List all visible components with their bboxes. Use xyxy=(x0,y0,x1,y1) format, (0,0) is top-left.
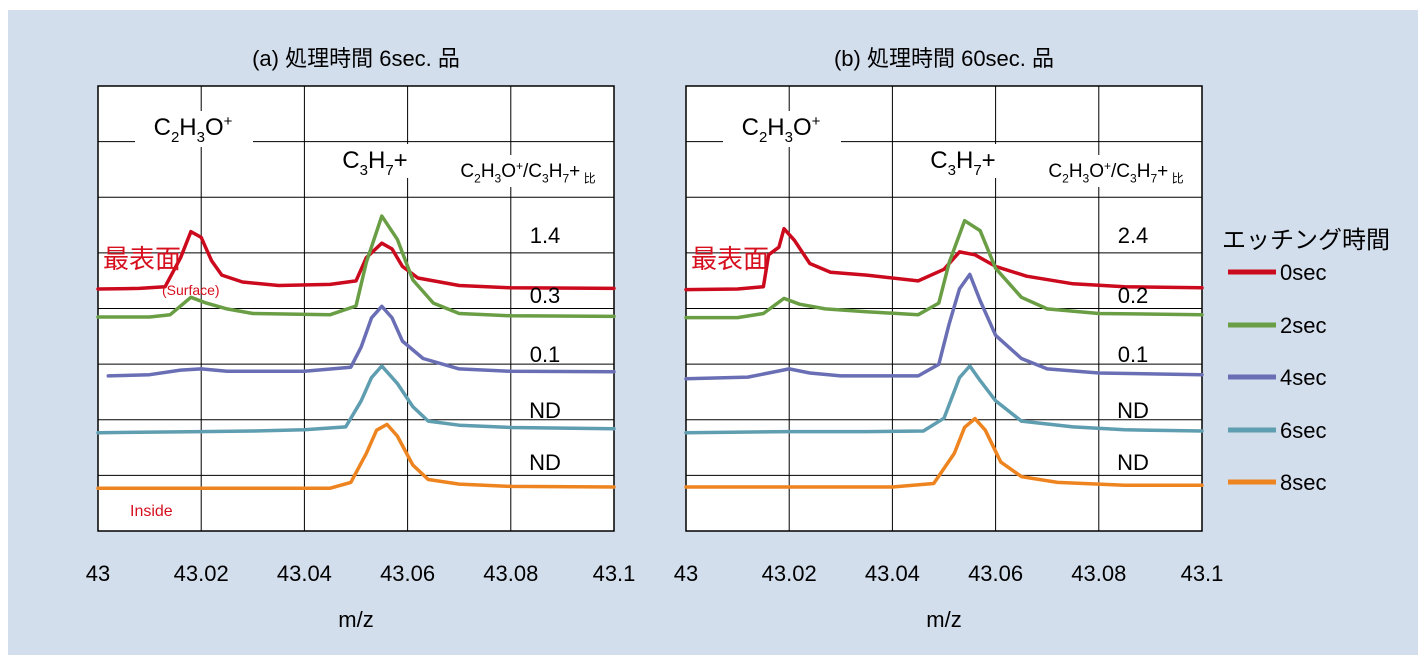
legend-label: 0sec xyxy=(1280,260,1326,285)
series-line-8sec xyxy=(684,416,1204,489)
ratio-value: 2.4 xyxy=(1118,223,1149,248)
annotation-surface: 最表面 xyxy=(103,244,181,274)
ratio-header: C2H3O+/C3H7+ 比 xyxy=(460,159,595,186)
series-line-8sec xyxy=(96,422,616,490)
legend xyxy=(1228,269,1276,485)
series-line-0sec xyxy=(684,226,1204,292)
label-backdrop xyxy=(921,144,1005,178)
x-tick-label: 43.04 xyxy=(865,561,920,586)
ratio-value: 0.1 xyxy=(1118,342,1149,367)
x-tick-label: 43.04 xyxy=(277,561,332,586)
x-tick-label: 43.02 xyxy=(174,561,229,586)
label-backdrop xyxy=(723,111,841,147)
x-tick-label: 43.1 xyxy=(1181,561,1224,586)
peak-label-c3h7: C3H7+ xyxy=(342,147,407,179)
legend-label: 4sec xyxy=(1280,365,1326,390)
panel-b xyxy=(684,85,1204,532)
ratio-value: 0.1 xyxy=(530,342,561,367)
series-line-6sec xyxy=(96,364,616,435)
ratio-value: ND xyxy=(529,398,561,423)
ratio-value: 1.4 xyxy=(530,223,561,248)
legend-title: エッチング時間 xyxy=(1222,227,1390,254)
x-tick-label: 43.06 xyxy=(380,561,435,586)
peak-label-c2h3o: C2H3O+ xyxy=(742,113,821,146)
x-tick-label: 43.08 xyxy=(1071,561,1126,586)
label-backdrop xyxy=(333,144,417,178)
ratio-header: C2H3O+/C3H7+ 比 xyxy=(1048,159,1183,186)
label-backdrop xyxy=(1034,155,1200,187)
annotation-surface: 最表面 xyxy=(691,244,769,274)
series-line-6sec xyxy=(684,364,1204,435)
ratio-value: 0.3 xyxy=(530,283,561,308)
series-line-2sec xyxy=(96,214,616,319)
series-line-4sec xyxy=(684,272,1204,381)
chart-title: (b) 処理時間 60sec. 品 xyxy=(834,46,1054,71)
legend-label: 2sec xyxy=(1280,313,1326,338)
x-tick-label: 43.1 xyxy=(593,561,636,586)
annotation-surface-en: (Surface) xyxy=(162,282,220,298)
series-line-0sec xyxy=(96,229,616,291)
chart-canvas: (a) 処理時間 6sec. 品 43 43.02 43.04 43.06 43.08 43… xyxy=(86,46,1390,632)
x-tick-label: 43 xyxy=(86,561,110,586)
chart-title: (a) 処理時間 6sec. 品 xyxy=(252,46,460,71)
peak-label-c2h3o: C2H3O+ xyxy=(154,113,233,146)
annotation-inside: Inside xyxy=(130,503,173,520)
label-backdrop xyxy=(135,111,253,147)
ratio-value: 0.2 xyxy=(1118,283,1149,308)
x-axis-label: m/z xyxy=(926,607,961,632)
series-line-2sec xyxy=(684,218,1204,320)
panel-a xyxy=(96,85,616,532)
ratio-value: ND xyxy=(529,450,561,475)
ratio-value: ND xyxy=(1117,450,1149,475)
figure: (a) 処理時間 6sec. 品 43 43.02 43.04 43.06 43.08 43… xyxy=(8,10,1418,655)
legend-label: 6sec xyxy=(1280,418,1326,443)
x-tick-label: 43.08 xyxy=(483,561,538,586)
x-axis-label: m/z xyxy=(338,607,373,632)
legend-label: 8sec xyxy=(1280,470,1326,495)
x-tick-label: 43 xyxy=(674,561,698,586)
ratio-value: ND xyxy=(1117,398,1149,423)
x-tick-label: 43.02 xyxy=(762,561,817,586)
label-backdrop xyxy=(446,155,612,187)
x-tick-label: 43.06 xyxy=(968,561,1023,586)
series-line-4sec xyxy=(106,304,616,378)
peak-label-c3h7: C3H7+ xyxy=(930,147,995,179)
